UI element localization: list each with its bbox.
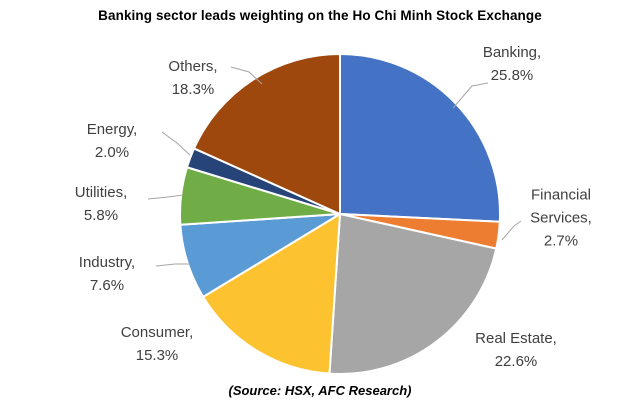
slice-label-banking: Banking, 25.8% bbox=[483, 41, 541, 87]
leader-line-energy bbox=[161, 131, 191, 156]
slice-label-line: Financial bbox=[530, 186, 592, 204]
leader-line-utilities bbox=[147, 194, 184, 200]
slice-label-line: 2.0% bbox=[94, 144, 130, 161]
slice-label-energy: Energy, 2.0% bbox=[87, 118, 138, 164]
leader-line-banking bbox=[452, 82, 489, 109]
chart-title: Banking sector leads weighting on the Ho… bbox=[98, 8, 542, 23]
pie-slice-real-estate bbox=[328, 213, 498, 375]
slice-label-line: Services, bbox=[530, 209, 592, 227]
slice-label-real-estate: Real Estate, 22.6% bbox=[475, 327, 557, 373]
slice-label-line: Real Estate, bbox=[475, 330, 557, 347]
slice-label-line: 25.8% bbox=[490, 67, 534, 84]
slice-label-line: 2.7% bbox=[543, 232, 579, 250]
slice-label-line: 5.8% bbox=[83, 207, 119, 224]
slice-label-line: Energy, bbox=[86, 121, 138, 138]
slice-label-line: Banking, bbox=[482, 44, 542, 61]
slice-label-line: 22.6% bbox=[494, 353, 538, 370]
leader-line-others bbox=[230, 66, 263, 85]
pie-slice-consumer bbox=[202, 213, 341, 375]
slice-label-line: Industry, bbox=[78, 254, 136, 271]
pie-slice-others bbox=[193, 53, 341, 215]
source-note: (Source: HSX, AFC Research) bbox=[228, 383, 412, 398]
slice-label-utilities: Utilities, 5.8% bbox=[75, 181, 128, 227]
slice-label-line: 7.6% bbox=[89, 277, 125, 294]
slice-label-line: 15.3% bbox=[135, 347, 179, 364]
slice-label-line: Others, bbox=[168, 58, 218, 75]
slice-label-line: 18.3% bbox=[171, 81, 215, 98]
leader-line-financial-services bbox=[501, 220, 522, 241]
slice-label-line: Utilities, bbox=[74, 184, 128, 201]
slice-label-others: Others, 18.3% bbox=[168, 55, 217, 101]
leader-line-industry bbox=[155, 263, 190, 267]
slice-label-financial-services: Financial Services, 2.7% bbox=[530, 184, 592, 253]
slice-label-industry: Industry, 7.6% bbox=[79, 251, 135, 297]
pie-slice-banking bbox=[339, 53, 501, 223]
slice-label-consumer: Consumer, 15.3% bbox=[121, 321, 194, 367]
slice-label-line: Consumer, bbox=[120, 324, 194, 341]
